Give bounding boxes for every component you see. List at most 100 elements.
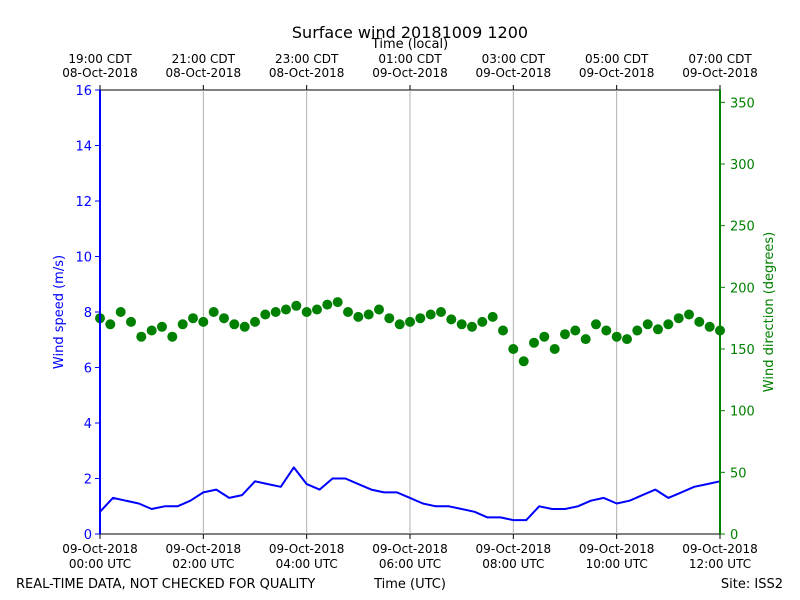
left-tick-label-3: 6 — [84, 362, 92, 377]
wind-direction-point-19 — [291, 300, 302, 311]
wind-direction-point-50 — [611, 331, 622, 342]
wind-direction-point-15 — [250, 316, 260, 327]
right-tick-label-2: 100 — [730, 405, 755, 420]
wind-direction-series — [95, 297, 725, 367]
top-tick-time-3: 01:00 CDT — [378, 52, 442, 66]
wind-direction-point-27 — [374, 304, 384, 315]
wind-direction-point-31 — [415, 313, 426, 324]
right-tick-label-3: 150 — [730, 343, 755, 358]
right-y-axis-ticks: 0 50 100 150 200 250 300 350 — [720, 96, 755, 543]
bottom-tick-time-3: 06:00 UTC — [379, 557, 441, 571]
wind-direction-point-26 — [363, 309, 374, 320]
top-tick-date-2: 08-Oct-2018 — [269, 66, 345, 80]
left-y-axis-ticks: 0 2 4 6 8 10 12 14 16 — [75, 84, 100, 543]
wind-direction-point-2 — [115, 307, 126, 317]
left-tick-label-7: 14 — [75, 140, 92, 155]
bottom-tick-date-0: 09-Oct-2018 — [62, 542, 138, 556]
wind-direction-point-42 — [529, 337, 539, 348]
top-tick-date-4: 09-Oct-2018 — [476, 66, 552, 80]
top-tick-date-5: 09-Oct-2018 — [579, 66, 655, 80]
wind-speed-series — [99, 466, 721, 522]
wind-direction-point-56 — [673, 313, 684, 324]
right-tick-label-6: 300 — [730, 158, 755, 173]
wind-direction-point-18 — [281, 304, 291, 315]
wind-direction-point-30 — [405, 316, 415, 327]
wind-direction-point-22 — [322, 299, 333, 310]
wind-direction-point-45 — [560, 329, 570, 340]
left-tick-label-4: 8 — [84, 306, 92, 321]
wind-direction-point-38 — [487, 311, 498, 322]
wind-direction-point-28 — [384, 313, 395, 324]
right-tick-label-0: 0 — [730, 528, 738, 543]
right-tick-label-4: 200 — [730, 281, 755, 296]
wind-direction-point-11 — [208, 307, 219, 317]
right-tick-label-7: 350 — [730, 96, 755, 111]
bottom-tick-date-6: 09-Oct-2018 — [682, 542, 758, 556]
wind-direction-point-8 — [177, 319, 188, 330]
wind-direction-point-58 — [694, 316, 705, 327]
wind-direction-point-55 — [663, 319, 674, 330]
top-tick-time-0: 19:00 CDT — [68, 52, 132, 66]
wind-direction-point-9 — [188, 313, 198, 324]
wind-direction-point-57 — [684, 309, 694, 320]
bottom-tick-date-4: 09-Oct-2018 — [476, 542, 552, 556]
wind-direction-point-7 — [167, 331, 178, 342]
wind-direction-point-53 — [642, 319, 653, 330]
bottom-tick-time-5: 10:00 UTC — [586, 557, 648, 571]
wind-direction-point-29 — [394, 319, 405, 330]
wind-direction-point-4 — [136, 331, 147, 342]
wind-direction-point-34 — [446, 314, 457, 325]
bottom-tick-date-5: 09-Oct-2018 — [579, 542, 655, 556]
top-tick-date-3: 09-Oct-2018 — [372, 66, 448, 80]
top-tick-time-5: 05:00 CDT — [585, 52, 649, 66]
bottom-tick-date-1: 09-Oct-2018 — [166, 542, 242, 556]
top-axis-label: Time (local) — [371, 37, 448, 52]
wind-speed-line — [99, 466, 721, 522]
wind-direction-point-12 — [219, 313, 229, 324]
wind-direction-point-39 — [498, 325, 508, 336]
wind-direction-point-5 — [146, 325, 157, 336]
site-label: Site: ISS2 — [721, 577, 783, 592]
left-tick-label-2: 4 — [84, 417, 92, 432]
wind-direction-point-54 — [653, 324, 663, 335]
wind-direction-point-43 — [539, 331, 550, 342]
bottom-tick-time-4: 08:00 UTC — [482, 557, 544, 571]
right-tick-label-1: 50 — [730, 466, 747, 481]
bottom-tick-time-1: 02:00 UTC — [172, 557, 234, 571]
wind-direction-point-33 — [436, 307, 446, 317]
wind-direction-point-37 — [477, 316, 488, 327]
wind-direction-point-24 — [343, 307, 353, 317]
wind-direction-point-14 — [239, 321, 250, 332]
right-y-axis-label: Wind direction (degrees) — [762, 232, 777, 392]
wind-direction-point-52 — [632, 325, 643, 336]
bottom-tick-date-3: 09-Oct-2018 — [372, 542, 448, 556]
wind-direction-point-21 — [312, 304, 322, 315]
wind-direction-point-32 — [425, 309, 436, 320]
top-tick-date-6: 09-Oct-2018 — [682, 66, 758, 80]
bottom-tick-time-0: 00:00 UTC — [69, 557, 131, 571]
left-tick-label-6: 12 — [75, 195, 92, 210]
wind-direction-point-17 — [270, 307, 281, 317]
wind-direction-point-20 — [301, 307, 312, 317]
top-tick-date-0: 08-Oct-2018 — [62, 66, 138, 80]
wind-direction-point-1 — [105, 319, 116, 330]
wind-direction-point-23 — [332, 297, 343, 308]
left-y-axis-label: Wind speed (m/s) — [52, 255, 67, 369]
wind-direction-point-35 — [456, 319, 467, 330]
wind-direction-point-59 — [704, 321, 715, 332]
wind-direction-point-10 — [198, 316, 209, 327]
wind-direction-point-40 — [508, 344, 519, 354]
left-tick-label-5: 10 — [75, 251, 92, 266]
top-tick-time-4: 03:00 CDT — [482, 52, 546, 66]
wind-direction-point-3 — [126, 316, 136, 327]
wind-direction-point-25 — [353, 311, 364, 322]
top-tick-time-1: 21:00 CDT — [172, 52, 236, 66]
bottom-tick-date-2: 09-Oct-2018 — [269, 542, 345, 556]
wind-direction-point-47 — [580, 334, 591, 345]
bottom-tick-time-6: 12:00 UTC — [689, 557, 751, 571]
wind-direction-point-51 — [622, 334, 632, 345]
wind-direction-point-6 — [157, 321, 167, 332]
wind-direction-point-36 — [467, 321, 477, 332]
